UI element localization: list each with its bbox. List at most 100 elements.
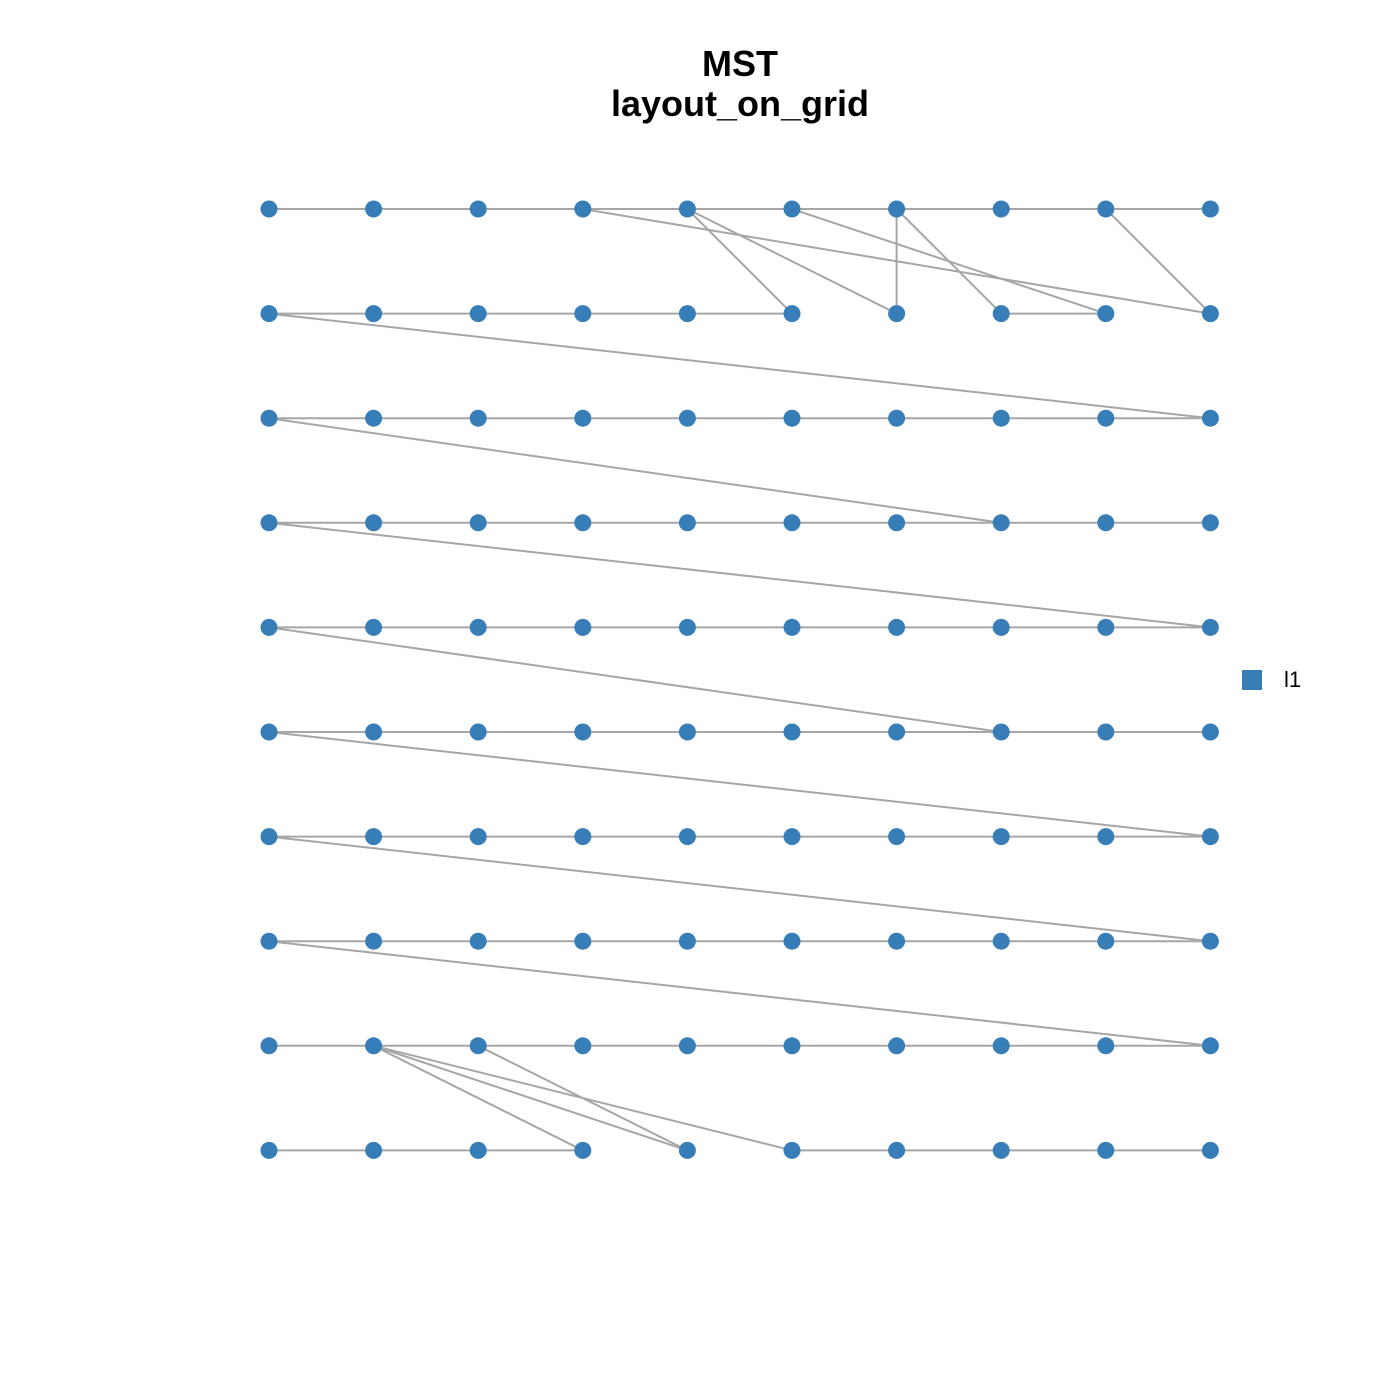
node <box>260 723 278 741</box>
edge <box>268 626 1002 733</box>
edge <box>686 208 793 315</box>
node <box>888 409 906 427</box>
node <box>574 723 592 741</box>
legend-label: l1 <box>1284 667 1301 692</box>
node <box>888 723 906 741</box>
node <box>469 618 487 636</box>
edge <box>1105 208 1212 315</box>
node <box>888 200 906 218</box>
node <box>1097 828 1115 846</box>
node <box>260 1037 278 1055</box>
edge <box>268 940 1211 1047</box>
node <box>783 932 801 950</box>
node <box>365 514 383 532</box>
edge <box>373 1044 688 1152</box>
node <box>574 1037 592 1055</box>
node <box>1201 514 1219 532</box>
edges <box>268 208 1212 1152</box>
node <box>888 828 906 846</box>
node <box>678 932 696 950</box>
node <box>1201 618 1219 636</box>
node <box>469 828 487 846</box>
node <box>574 932 592 950</box>
edge <box>477 1044 688 1152</box>
node <box>574 828 592 846</box>
edge <box>268 312 1211 420</box>
node <box>574 409 592 427</box>
node <box>365 1141 383 1159</box>
node <box>574 618 592 636</box>
node <box>469 514 487 532</box>
node <box>260 618 278 636</box>
node <box>678 409 696 427</box>
node <box>365 305 383 323</box>
node <box>783 1141 801 1159</box>
node <box>678 1037 696 1055</box>
node <box>783 514 801 532</box>
edge <box>686 208 898 315</box>
node <box>992 305 1010 323</box>
node <box>365 828 383 846</box>
edge <box>268 521 1211 629</box>
node <box>888 618 906 636</box>
node <box>469 932 487 950</box>
node <box>888 514 906 532</box>
node <box>365 200 383 218</box>
legend: l1 <box>1242 667 1301 692</box>
node <box>365 1037 383 1055</box>
node <box>992 409 1010 427</box>
node <box>888 1037 906 1055</box>
node <box>678 618 696 636</box>
node <box>260 1141 278 1159</box>
node <box>260 932 278 950</box>
node <box>260 200 278 218</box>
node <box>783 723 801 741</box>
node <box>783 305 801 323</box>
node <box>1097 305 1115 323</box>
node <box>783 409 801 427</box>
node <box>783 1037 801 1055</box>
node <box>260 828 278 846</box>
node <box>1201 932 1219 950</box>
node <box>260 305 278 323</box>
node <box>469 1141 487 1159</box>
node <box>678 723 696 741</box>
node <box>260 409 278 427</box>
node <box>574 1141 592 1159</box>
node <box>783 200 801 218</box>
node <box>1201 828 1219 846</box>
edge <box>895 208 1002 315</box>
node <box>1201 723 1219 741</box>
node <box>888 305 906 323</box>
node <box>574 305 592 323</box>
node <box>992 1141 1010 1159</box>
node <box>469 409 487 427</box>
node <box>678 305 696 323</box>
node <box>992 1037 1010 1055</box>
node <box>469 1037 487 1055</box>
node <box>992 932 1010 950</box>
node <box>1201 409 1219 427</box>
node <box>260 514 278 532</box>
legend-swatch <box>1242 670 1262 690</box>
node <box>678 1141 696 1159</box>
node <box>469 723 487 741</box>
node <box>1097 1141 1115 1159</box>
node <box>365 723 383 741</box>
node <box>1097 723 1115 741</box>
title: MST <box>702 43 778 84</box>
node <box>1097 514 1115 532</box>
node <box>1201 200 1219 218</box>
node <box>888 932 906 950</box>
node <box>783 828 801 846</box>
node <box>992 618 1010 636</box>
node <box>678 200 696 218</box>
node <box>1097 932 1115 950</box>
node <box>1201 1141 1219 1159</box>
node <box>1097 618 1115 636</box>
edge <box>268 731 1211 838</box>
subtitle: layout_on_grid <box>611 83 869 124</box>
node <box>1201 305 1219 323</box>
